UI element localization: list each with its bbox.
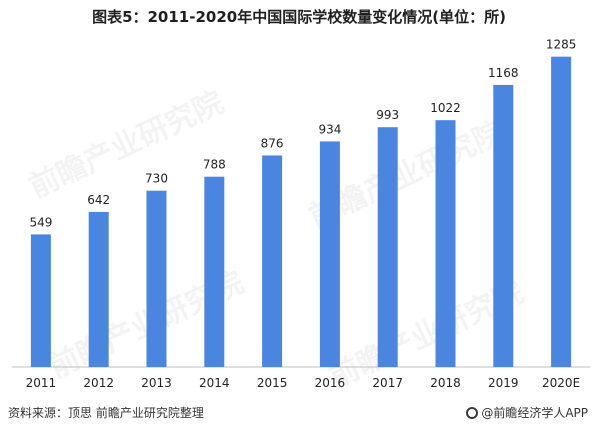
data-label-2014: 788 <box>203 158 226 172</box>
data-label-2018: 1022 <box>430 101 461 115</box>
data-label-2012: 642 <box>87 193 110 207</box>
bar-2012 <box>88 211 109 367</box>
x-tick-label-2015: 2015 <box>257 376 288 390</box>
bar-2020E <box>551 56 572 368</box>
x-tick-label-2018: 2018 <box>430 376 461 390</box>
data-label-2011: 549 <box>29 215 52 229</box>
brand-credit: @前瞻经济学人APP <box>466 404 588 421</box>
data-label-2015: 876 <box>261 136 284 150</box>
bar-2016 <box>319 141 340 367</box>
x-tick-label-2012: 2012 <box>83 376 114 390</box>
bar-2015 <box>262 155 283 367</box>
bar-2011 <box>30 234 51 367</box>
bar-2018 <box>435 120 456 367</box>
bar-2019 <box>493 84 514 367</box>
data-label-2019: 1168 <box>488 66 519 80</box>
source-note: 资料来源：顶思 前瞻产业研究院整理 <box>8 406 204 420</box>
x-tick-label-2016: 2016 <box>315 376 346 390</box>
x-tick-label-2011: 2011 <box>26 376 57 390</box>
brand-logo-icon <box>466 407 479 419</box>
bar-2013 <box>146 190 167 367</box>
x-tick-label-2014: 2014 <box>199 376 230 390</box>
bar-2017 <box>377 127 398 368</box>
chart-title: 图表5：2011-2020年中国国际学校数量变化情况(单位：所) <box>92 8 506 26</box>
brand-label: @前瞻经济学人APP <box>481 406 588 420</box>
bar-2014 <box>204 176 225 367</box>
x-tick-label-2017: 2017 <box>372 376 403 390</box>
x-tick-label-2020E: 2020E <box>542 376 580 390</box>
data-label-2013: 730 <box>145 172 168 186</box>
x-tick-label-2019: 2019 <box>488 376 519 390</box>
data-label-2017: 993 <box>376 108 399 122</box>
x-tick-label-2013: 2013 <box>141 376 172 390</box>
data-label-2016: 934 <box>318 122 341 136</box>
data-label-2020E: 1285 <box>546 38 577 52</box>
